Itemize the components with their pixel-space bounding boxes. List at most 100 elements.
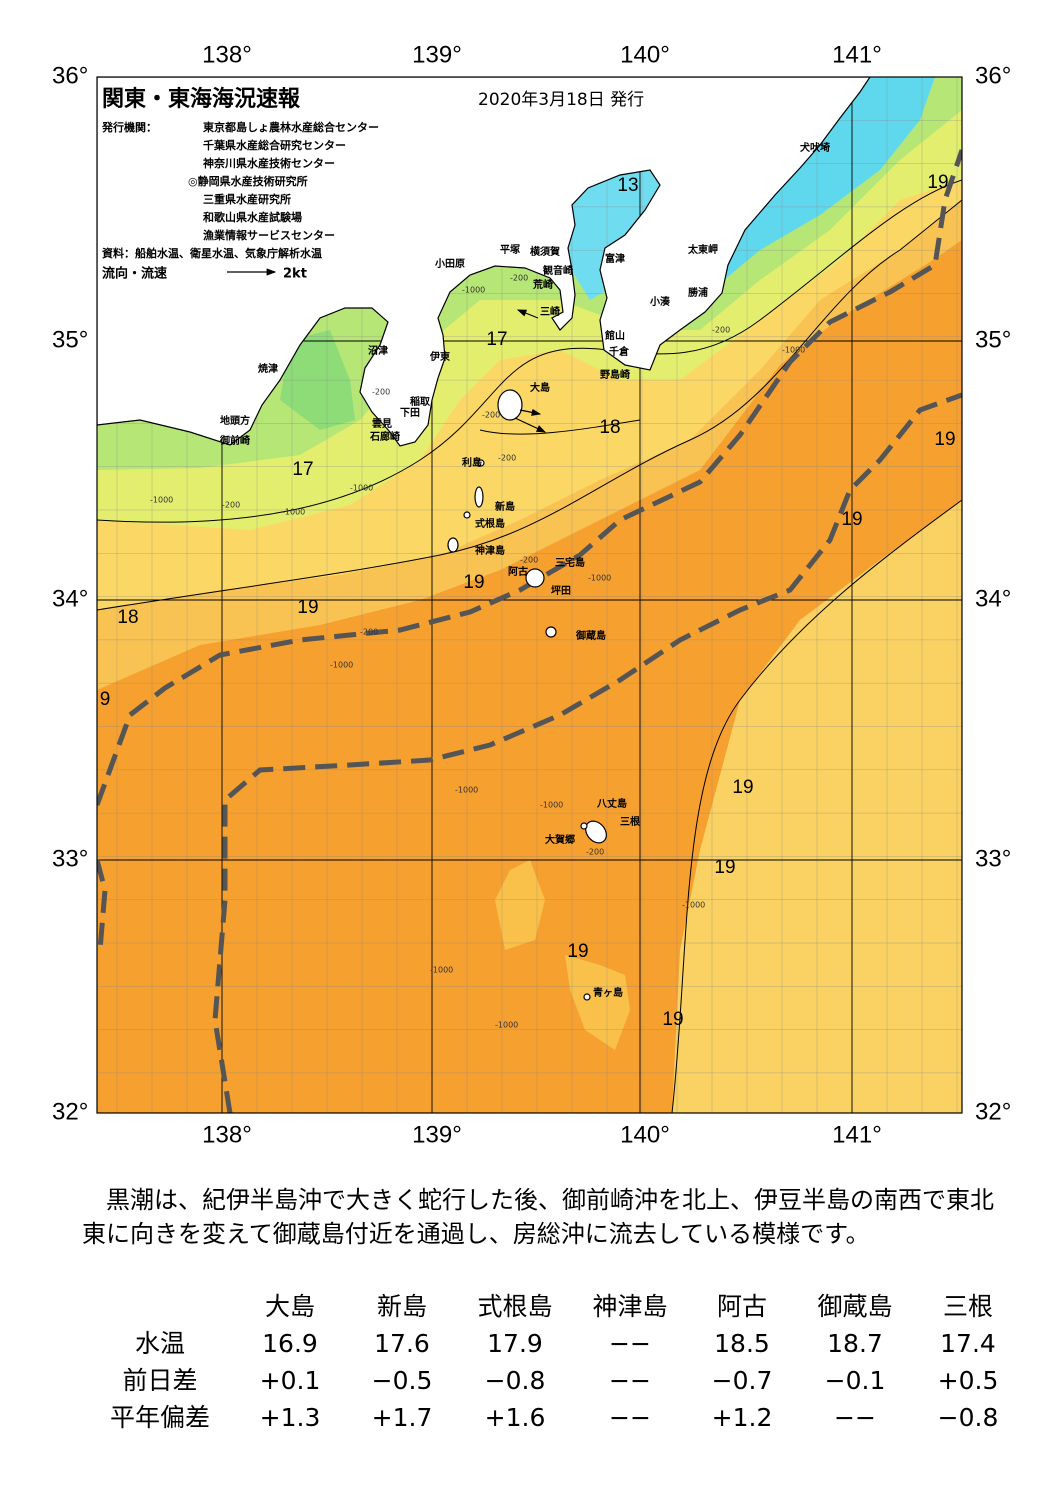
island: [497, 389, 523, 421]
depth-label: -1000: [455, 786, 478, 795]
lon-label: 139°: [412, 1121, 462, 1148]
lon-label: 139°: [412, 41, 462, 68]
axis-labels: 138° 138° 139° 139° 140° 140° 141° 141° 36° 36° 35…: [52, 41, 1011, 1148]
row-label: 水温: [135, 1329, 185, 1358]
place-name: 地頭方: [220, 414, 250, 427]
island: [447, 537, 459, 553]
lon-label: 138°: [202, 1121, 252, 1148]
place-name: 八丈島: [596, 797, 627, 810]
place-name: 青ヶ島: [593, 986, 623, 999]
map-frame: [96, 76, 963, 1114]
issuer: 漁業情報サービスセンター: [203, 228, 335, 242]
place-name: 新島: [495, 500, 515, 513]
place-name: 館山: [604, 329, 625, 342]
row-label: 前日差: [122, 1366, 197, 1395]
table-cell: 17.6: [374, 1329, 430, 1358]
table-cell: −−: [609, 1403, 651, 1432]
lat-label: 35°: [52, 326, 88, 353]
place-name: 沼津: [368, 344, 388, 357]
depth-label: -1000: [330, 661, 353, 670]
isotherm-label: 19: [934, 429, 955, 450]
island: [580, 822, 588, 830]
place-name: 雲見: [372, 418, 392, 430]
depth-label: -200: [222, 501, 240, 510]
table-header: 大島: [265, 1292, 315, 1321]
issuer: 東京都島しょ農林水産総合センター: [203, 120, 379, 134]
depth-label: -1000: [462, 286, 485, 295]
isotherm-line: [479, 419, 641, 435]
place-name: 御蔵島: [575, 629, 606, 642]
place-name: 横須賀: [530, 245, 560, 258]
island: [477, 459, 485, 467]
table-cell: −0.1: [825, 1366, 886, 1395]
isotherms: [97, 179, 962, 1113]
isotherm-line: [97, 179, 962, 523]
isotherm-label: 18: [599, 417, 620, 438]
isotherm-label: 13: [617, 175, 638, 196]
table-cell: 18.5: [714, 1329, 770, 1358]
island: [474, 486, 484, 508]
isotherm-label: 19: [662, 1009, 683, 1030]
kuroshio-axis: [97, 149, 962, 806]
table-header: 式根島: [477, 1292, 552, 1321]
sources: 資料：船舶水温、衛星水温、気象庁解析水温: [102, 246, 322, 260]
lat-label: 34°: [975, 585, 1011, 612]
place-name: 石廊崎: [369, 430, 400, 443]
row-label: 平年偏差: [110, 1403, 210, 1432]
place-name: 勝浦: [688, 286, 708, 299]
depth-label: -1000: [540, 801, 563, 810]
table-cell: +1.7: [372, 1403, 433, 1432]
depth-label: -200: [586, 848, 604, 857]
table-header: 三根: [943, 1292, 993, 1321]
place-name: 稲取: [410, 395, 431, 408]
place-name: 大賀郷: [545, 833, 575, 846]
kuroshio-axis: [212, 392, 962, 1113]
kuroshio: [97, 149, 962, 1113]
place-name: 富津: [605, 252, 625, 265]
isotherm-label: 19: [927, 172, 948, 193]
table-cell: +0.5: [938, 1366, 999, 1395]
place-name: 式根島: [475, 517, 505, 530]
lat-label: 35°: [975, 326, 1011, 353]
table-cell: +1.2: [712, 1403, 773, 1432]
title: 関東・東海海況速報: [102, 86, 301, 112]
depth-label: -200: [520, 556, 538, 565]
issuer-label: 発行機関：: [101, 120, 157, 134]
place-name: 太東岬: [687, 243, 718, 256]
table-header: 阿古: [717, 1292, 767, 1321]
isotherm-label: 18: [117, 607, 138, 628]
island: [525, 568, 545, 588]
place-name: 坪田: [551, 584, 571, 597]
place-name: 千倉: [609, 345, 630, 358]
lat-label: 34°: [52, 585, 88, 612]
place-name: 下田: [400, 407, 420, 419]
place-name: 神津島: [475, 544, 505, 557]
lat-label: 32°: [52, 1098, 88, 1125]
place-name: 大島: [530, 381, 550, 394]
legend-speed: 2kt: [283, 267, 307, 282]
depth-label: -200: [360, 628, 378, 637]
lon-label: 141°: [832, 1121, 882, 1148]
lat-label: 36°: [52, 62, 88, 89]
depth-label: -200: [498, 454, 516, 463]
issuer: 千葉県水産総合研究センター: [203, 138, 346, 152]
table-cell: −0.8: [485, 1366, 546, 1395]
isotherm-line: [671, 499, 962, 1113]
summary: 黒潮は、紀伊半島沖で大きく蛇行した後、御前崎沖を北上、伊豆半島の南西で東北東に向…: [82, 1186, 994, 1248]
table-cell: −0.8: [938, 1403, 999, 1432]
depth-label: -200: [372, 388, 390, 397]
depth-label: -1000: [350, 484, 373, 493]
isotherm-label: 19: [714, 857, 735, 878]
legend-label: 流向・流速: [102, 266, 167, 282]
table-cell: 17.9: [487, 1329, 543, 1358]
place-name: 三宅島: [555, 556, 585, 569]
table-cell: −−: [834, 1403, 876, 1432]
table-cell: 17.4: [940, 1329, 996, 1358]
place-name: 焼津: [258, 362, 278, 375]
isotherm-label: 17: [486, 329, 507, 350]
place-name: 三根: [620, 815, 640, 828]
